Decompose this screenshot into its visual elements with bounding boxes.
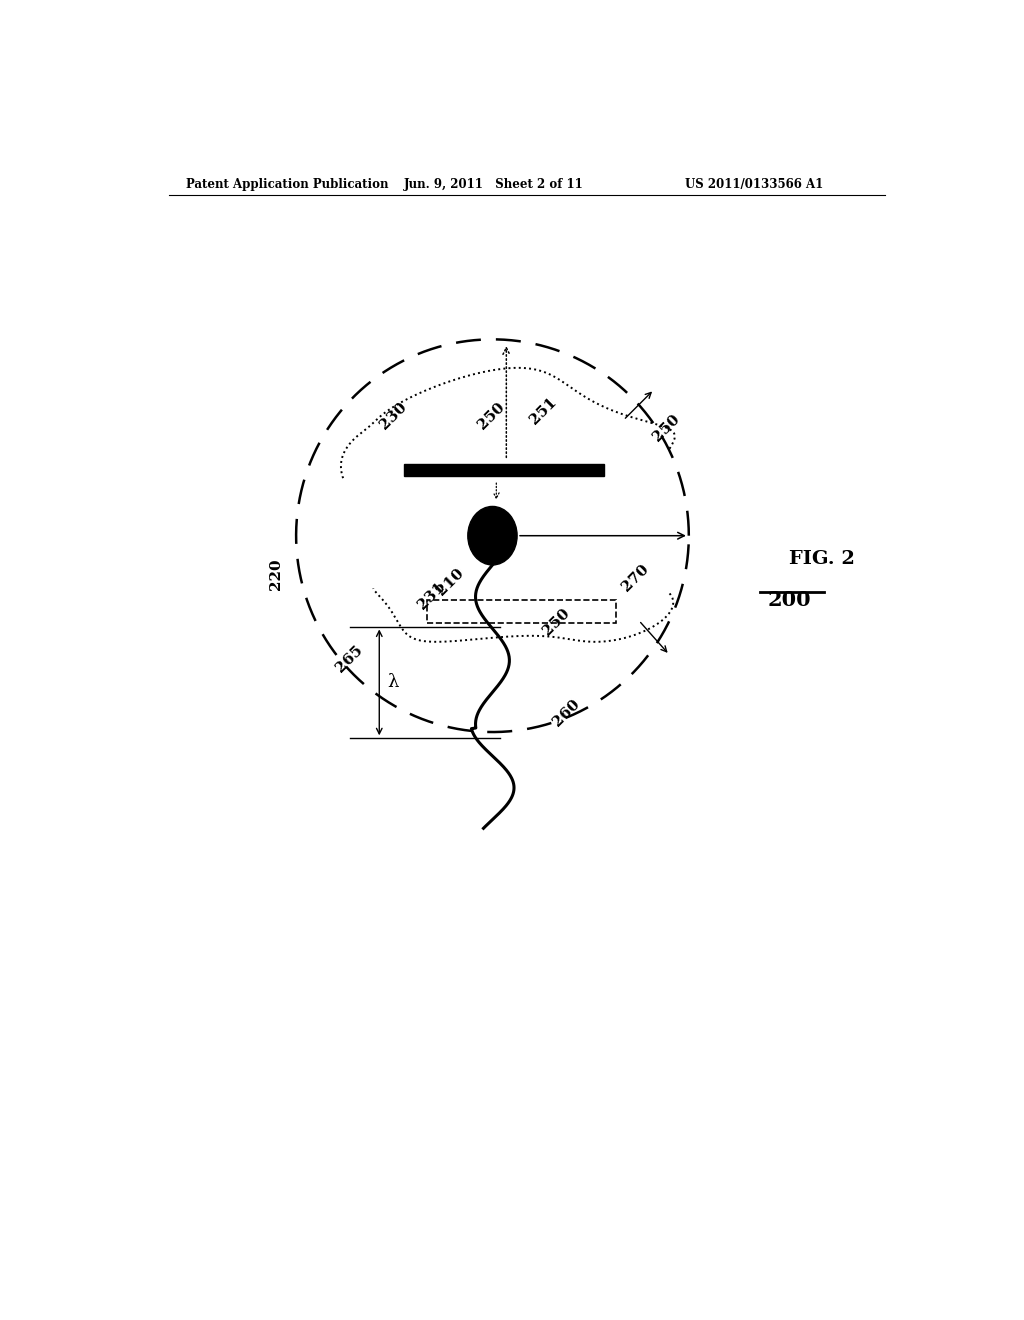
Text: 250: 250 [541, 606, 572, 638]
Text: 250: 250 [475, 400, 508, 433]
Text: 260: 260 [550, 697, 583, 729]
Text: 270: 270 [620, 562, 652, 594]
Text: 250: 250 [650, 412, 683, 444]
Text: Jun. 9, 2011   Sheet 2 of 11: Jun. 9, 2011 Sheet 2 of 11 [403, 178, 584, 190]
Text: 220: 220 [269, 558, 284, 590]
Text: 231: 231 [416, 579, 447, 612]
Ellipse shape [468, 507, 517, 565]
Text: 200: 200 [767, 590, 811, 610]
Text: 251: 251 [527, 395, 559, 428]
Bar [403, 465, 604, 477]
Text: US 2011/0133566 A1: US 2011/0133566 A1 [685, 178, 823, 190]
Text: λ: λ [387, 673, 398, 692]
Text: 265: 265 [333, 643, 366, 676]
Text: FIG. 2: FIG. 2 [788, 550, 855, 568]
Text: Patent Application Publication: Patent Application Publication [186, 178, 388, 190]
Text: 230: 230 [377, 400, 410, 433]
Text: 210: 210 [435, 566, 467, 598]
Bar [427, 599, 615, 623]
